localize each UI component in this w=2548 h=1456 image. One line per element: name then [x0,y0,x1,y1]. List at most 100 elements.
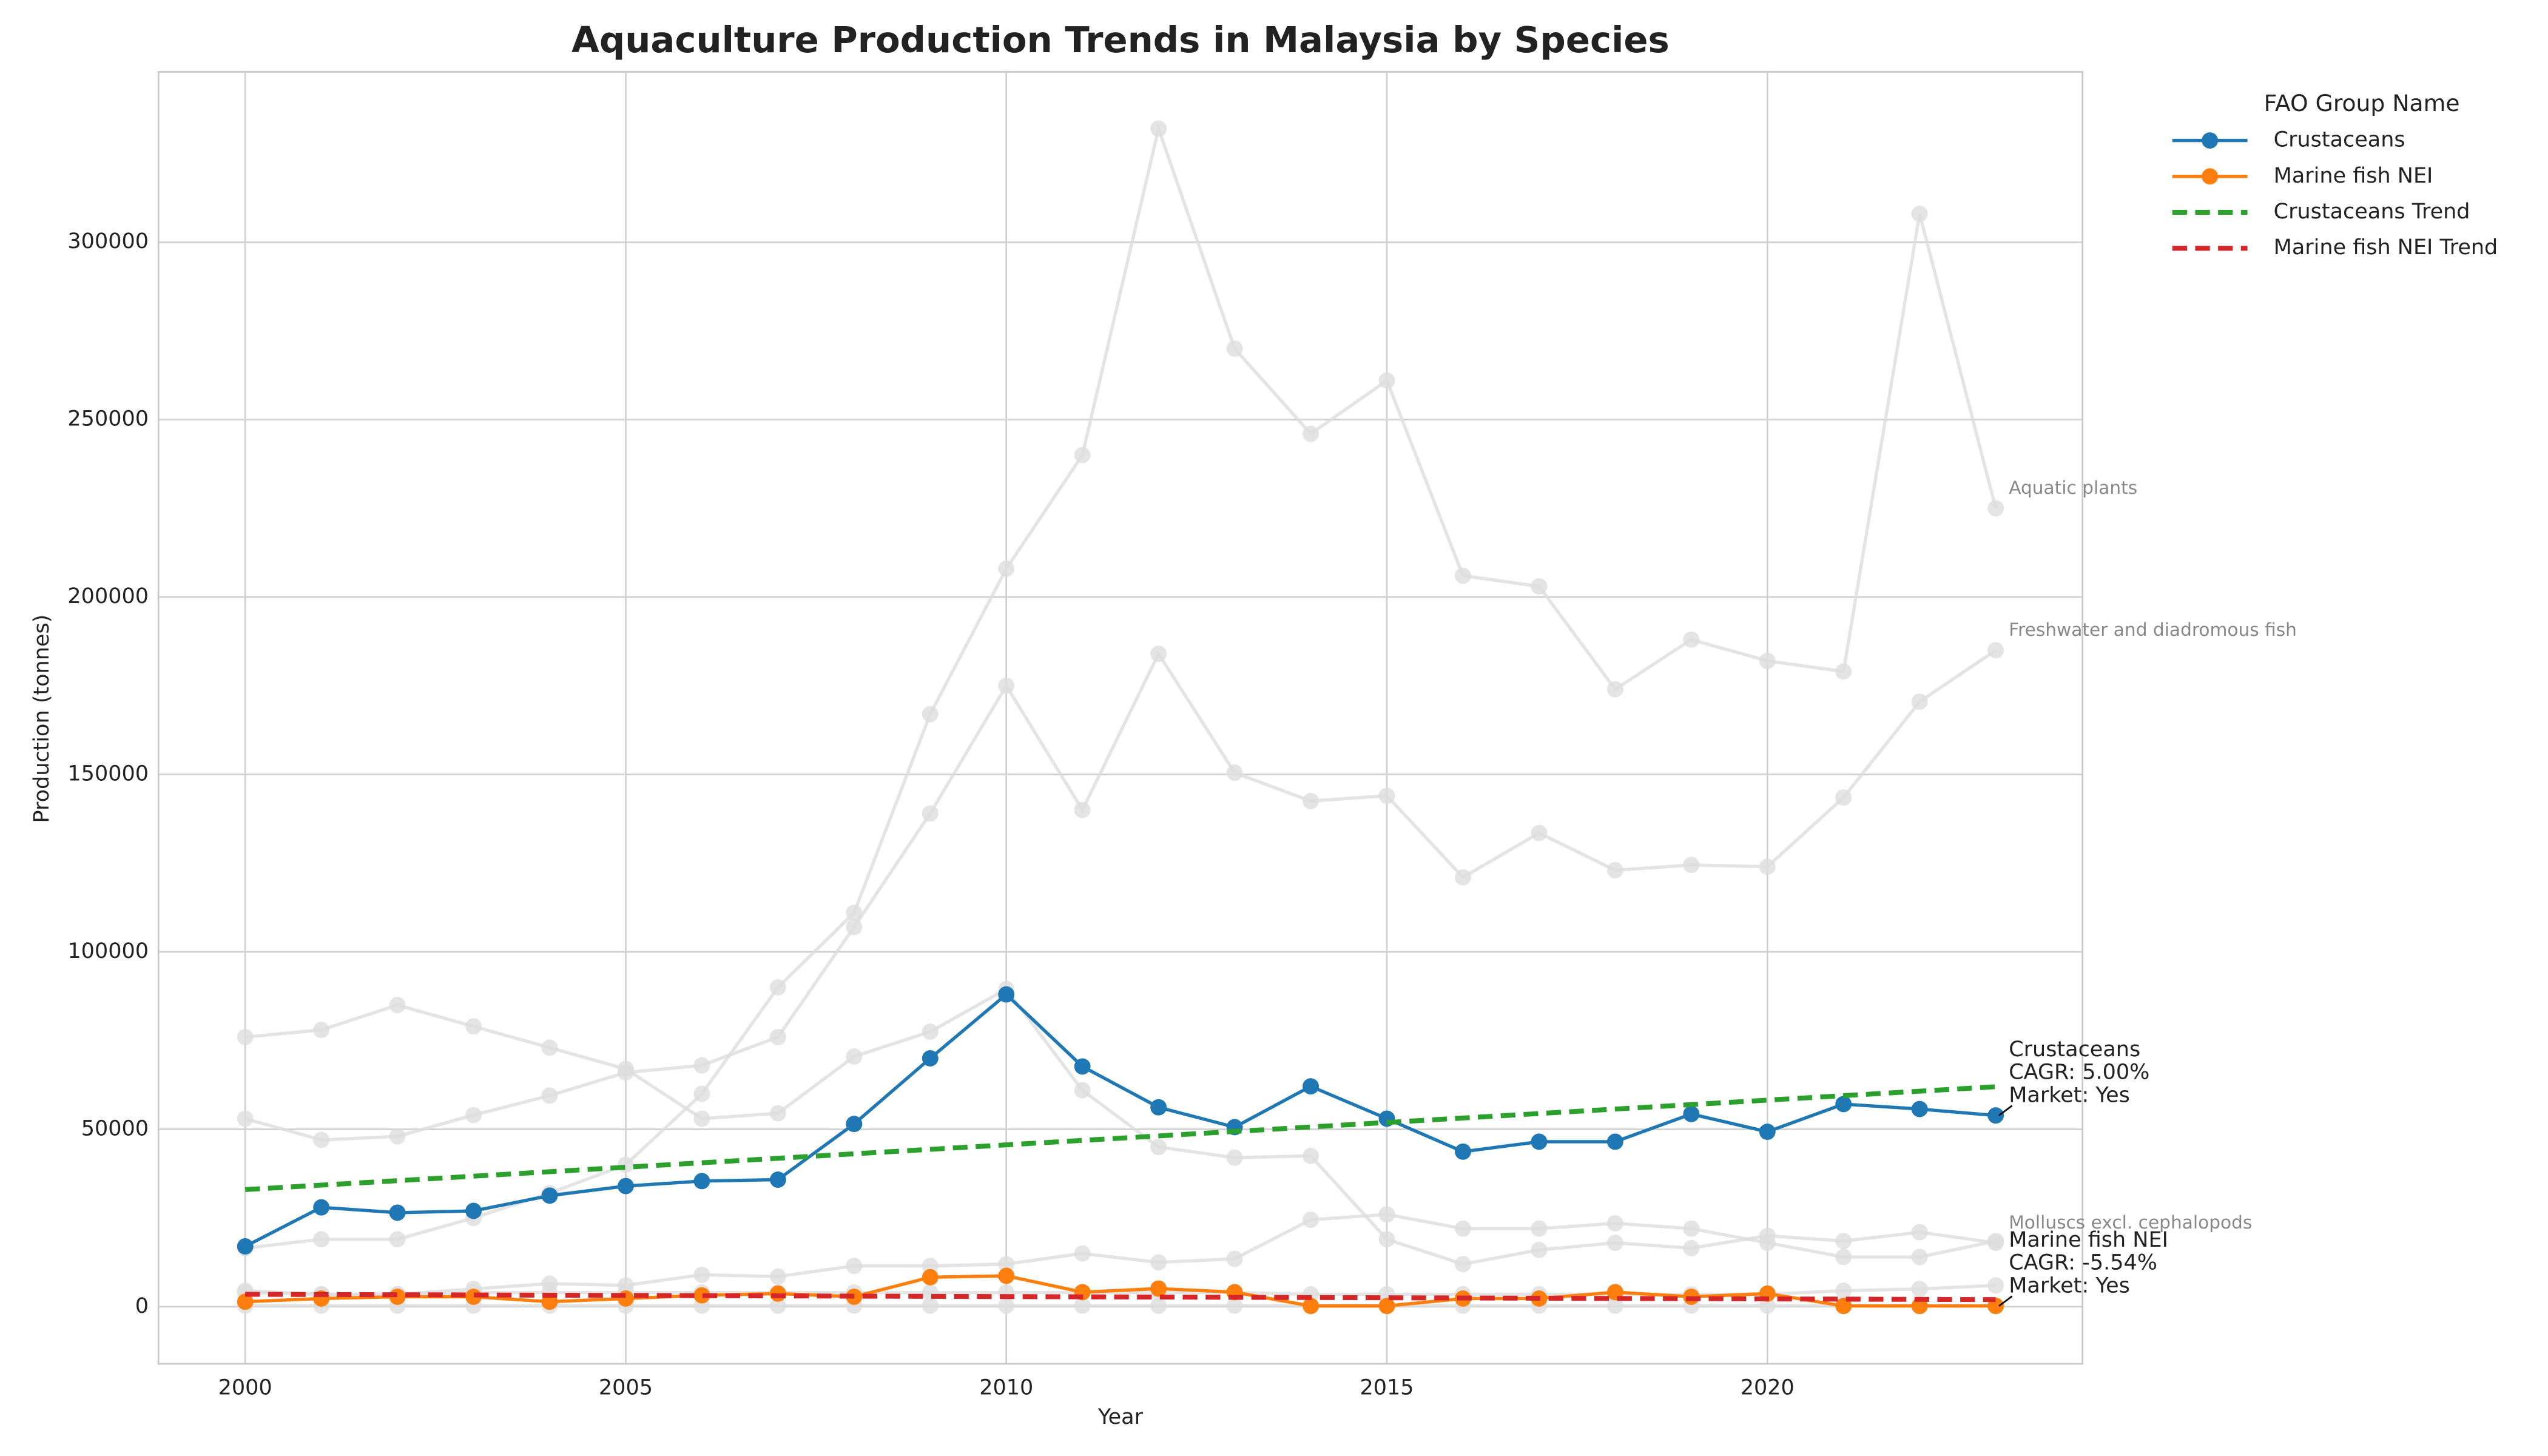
marker [693,1287,710,1304]
marker [769,1028,786,1045]
marker [1911,1298,1928,1315]
y-tick-label: 0 [135,1294,149,1318]
marker [769,1297,786,1314]
marker [1759,1235,1776,1252]
marker [998,677,1015,694]
marker [1531,824,1548,841]
marker [1378,1298,1395,1315]
marker [1150,1254,1167,1271]
marker [1226,1297,1243,1314]
line [245,1213,1997,1296]
marker [1378,1231,1395,1248]
marker [1531,1241,1548,1258]
marker [846,1258,863,1275]
marker [1606,862,1623,878]
y-tick-label: 100000 [67,939,149,963]
line [245,1274,1996,1308]
marker [1455,1143,1471,1160]
marker [693,1266,710,1283]
marker [922,805,939,822]
marker [389,1128,406,1145]
marker [1911,693,1928,710]
y-tick-label: 200000 [67,584,149,608]
marker [1911,1224,1928,1241]
line [244,649,1997,1142]
line [245,1284,1996,1296]
marker [1759,858,1776,875]
legend-marker [2202,168,2219,185]
marker [389,1231,406,1248]
marker [1683,857,1700,874]
marker [1606,1215,1623,1232]
marker [1606,1297,1623,1314]
marker [922,1258,939,1275]
marker [1455,869,1471,886]
marker [1987,1277,2004,1294]
y-tick-label: 50000 [81,1116,149,1141]
marker [1987,1107,2004,1124]
marker [1303,1078,1320,1095]
line [244,1084,1996,1192]
legend-label: Marine fish NEI Trend [2274,235,2498,260]
y-tick-label: 150000 [67,762,149,786]
marker [1226,340,1243,357]
marker [922,1023,939,1040]
chart-title: Aquaculture Production Trends in Malaysi… [571,19,1670,61]
marker [998,986,1015,1003]
marker [1378,1206,1395,1223]
marker [1455,567,1471,584]
marker [922,1050,939,1067]
legend-label: Marine fish NEI [2274,164,2433,188]
marker [1378,372,1395,389]
marker [1606,1235,1623,1252]
marker [1303,792,1320,809]
marker [998,1256,1015,1273]
marker [1835,1282,1852,1299]
annotation-text: CAGR: -5.54% [2009,1251,2157,1275]
x-tick-label: 2015 [1360,1375,1414,1400]
marker [693,1085,710,1102]
marker [1531,1133,1548,1150]
annotation-arrow [1998,1295,2013,1307]
marker [617,1290,634,1307]
marker [769,1105,786,1122]
marker [1835,663,1852,680]
marker [1074,1245,1091,1262]
marker [237,1293,254,1310]
marker [1074,801,1091,818]
marker [1074,447,1091,463]
marker [1531,578,1548,595]
marker [313,1231,330,1248]
line [244,992,1996,1248]
marker [1987,1233,2004,1250]
annotation-text: Market: Yes [2009,1273,2130,1298]
marker [846,905,863,922]
legend-label: Crustaceans Trend [2274,200,2470,224]
legend-title: FAO Group Name [2264,90,2460,116]
x-tick-label: 2020 [1741,1375,1795,1400]
marker [1835,1096,1852,1113]
marker [1759,1124,1776,1141]
marker [465,1107,482,1124]
plot-frame [157,71,2084,1365]
marker [998,560,1015,577]
annotation-arrow [1998,1105,2013,1116]
x-axis-label: Year [1097,1405,1144,1429]
marker [1987,500,2004,517]
y-tick-label: 250000 [67,407,149,431]
marker [693,1110,710,1127]
marker [1226,764,1243,781]
annotation-text: Marine fish NEI [2009,1228,2168,1252]
marker [922,706,939,723]
marker [1606,1133,1623,1150]
marker [617,1060,634,1077]
marker [389,1204,406,1221]
series-annotation: Aquatic plants [2009,477,2137,498]
marker [1150,1139,1167,1156]
line [245,1292,1996,1303]
marker [1683,1105,1700,1122]
x-tick-label: 2000 [218,1375,272,1400]
y-axis-label: Production (tonnes) [30,615,54,823]
marker [1683,1220,1700,1237]
